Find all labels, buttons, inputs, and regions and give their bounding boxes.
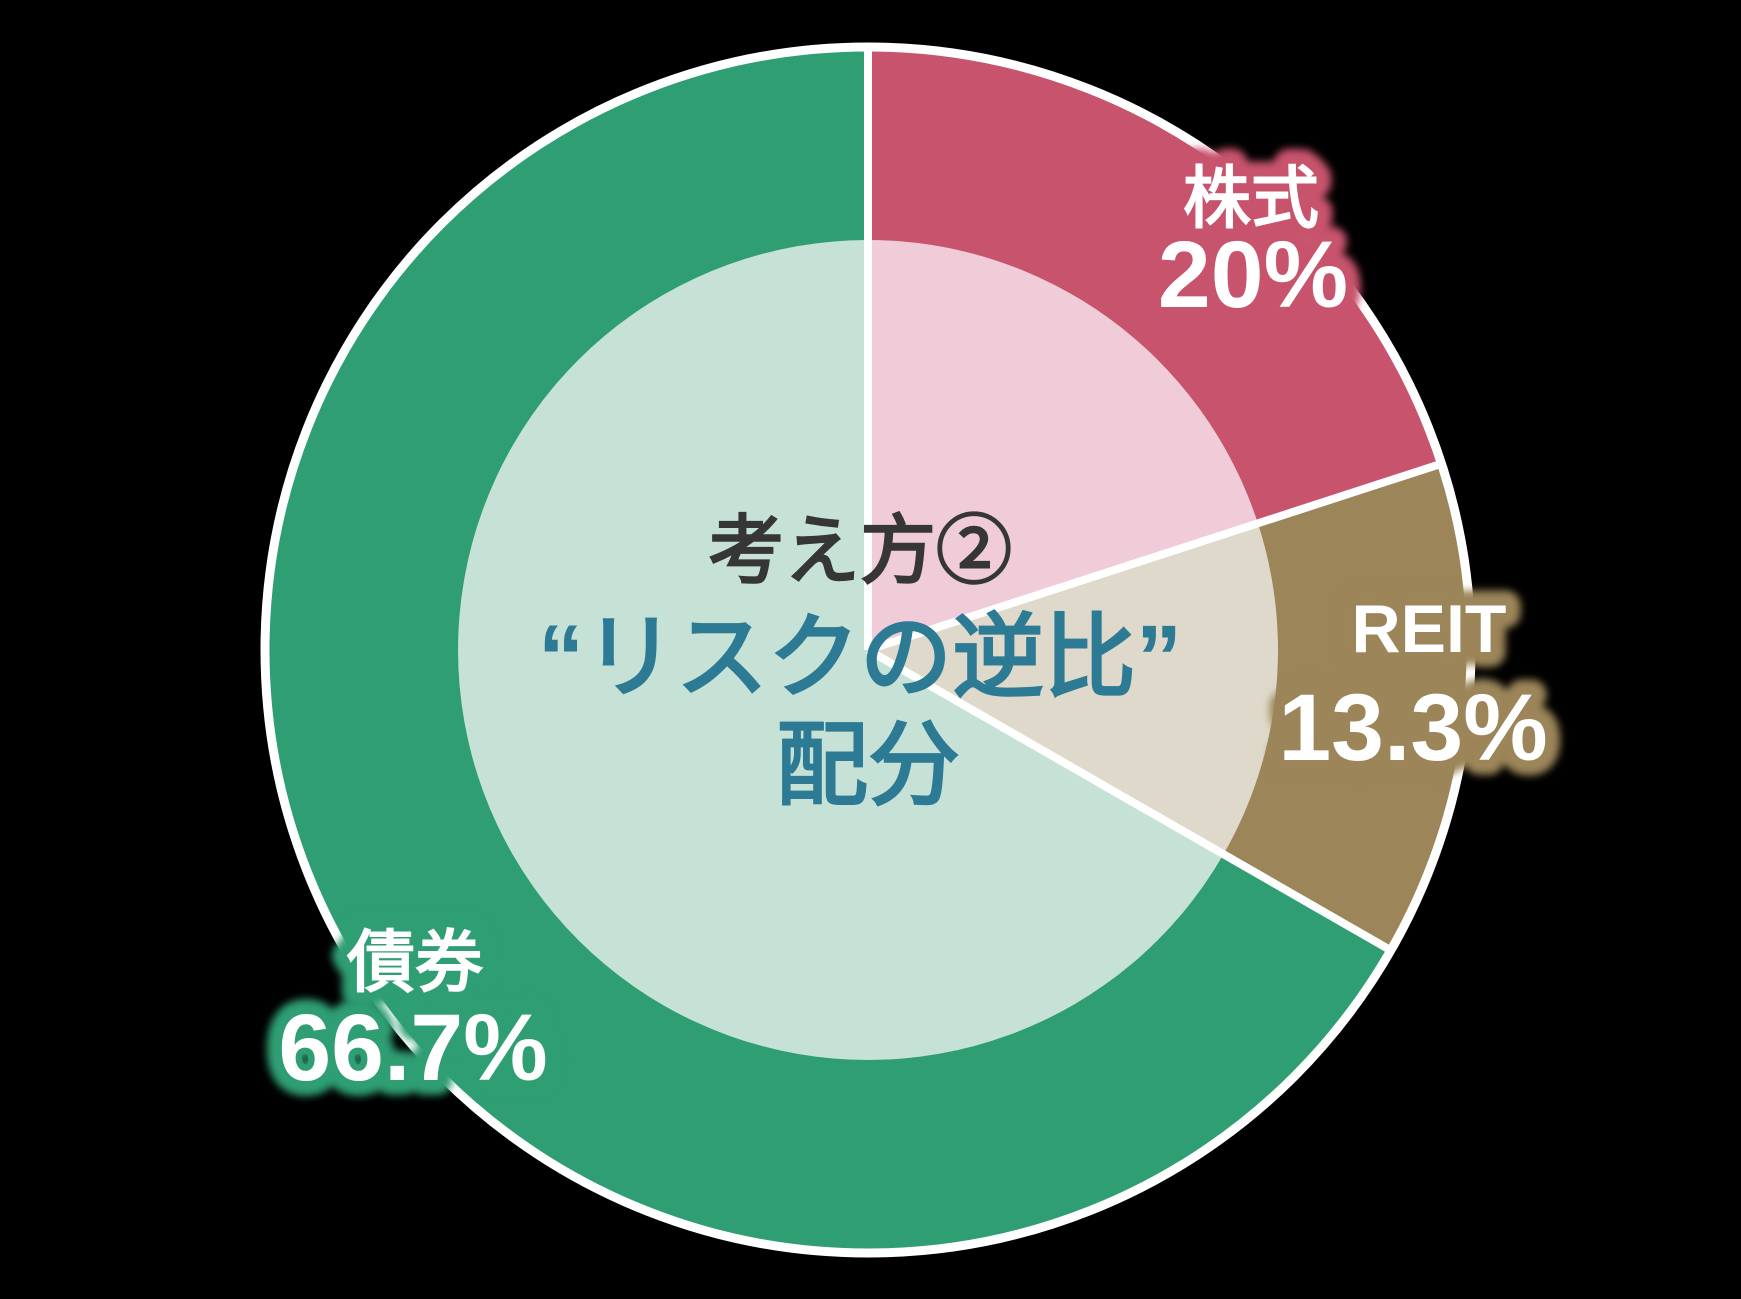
segment-label-stocks: 株式 20% 株式 20% bbox=[1143, 146, 1363, 343]
segment-label-bonds-name-glow: 債券 bbox=[346, 925, 484, 1001]
pie-outer-border bbox=[260, 42, 1476, 1258]
pie-center-text: 考え方② “リスクの逆比” 配分 bbox=[538, 509, 1182, 817]
center-line-1: “リスクの逆比” bbox=[538, 607, 1182, 709]
segment-label-reit-name-glow: REIT bbox=[1352, 591, 1507, 667]
pie-wedge bbox=[868, 240, 1258, 650]
segment-label-reit: REIT 13.3% REIT 13.3% bbox=[1263, 576, 1562, 796]
pie-wedges bbox=[260, 42, 1476, 1258]
segment-label-reit-name: REIT bbox=[1352, 591, 1507, 667]
segment-label-stocks-value-glow: 20% bbox=[1158, 222, 1348, 328]
segment-label-bonds-name: 債券 bbox=[346, 925, 484, 1001]
segment-label-reit-value: 13.3% bbox=[1278, 675, 1547, 781]
segment-label-stocks-name-glow: 株式 bbox=[1183, 161, 1319, 237]
segment-divider bbox=[866, 646, 1394, 955]
center-line-2: 配分 bbox=[776, 715, 960, 817]
segment-label-stocks-name: 株式 bbox=[1183, 161, 1319, 237]
segment-label-bonds: 債券 66.7% 債券 66.7% bbox=[263, 910, 562, 1116]
segment-label-reit-value-glow: 13.3% bbox=[1278, 675, 1547, 781]
pie-wedge bbox=[458, 240, 1224, 1060]
segment-label-bonds-value: 66.7% bbox=[278, 995, 547, 1101]
pie-wedge bbox=[868, 523, 1278, 855]
segment-divider bbox=[866, 459, 1444, 654]
center-heading: 考え方② bbox=[708, 509, 1012, 594]
segment-label-stocks-value: 20% bbox=[1158, 222, 1348, 328]
segment-label-bonds-value-glow: 66.7% bbox=[278, 995, 547, 1101]
